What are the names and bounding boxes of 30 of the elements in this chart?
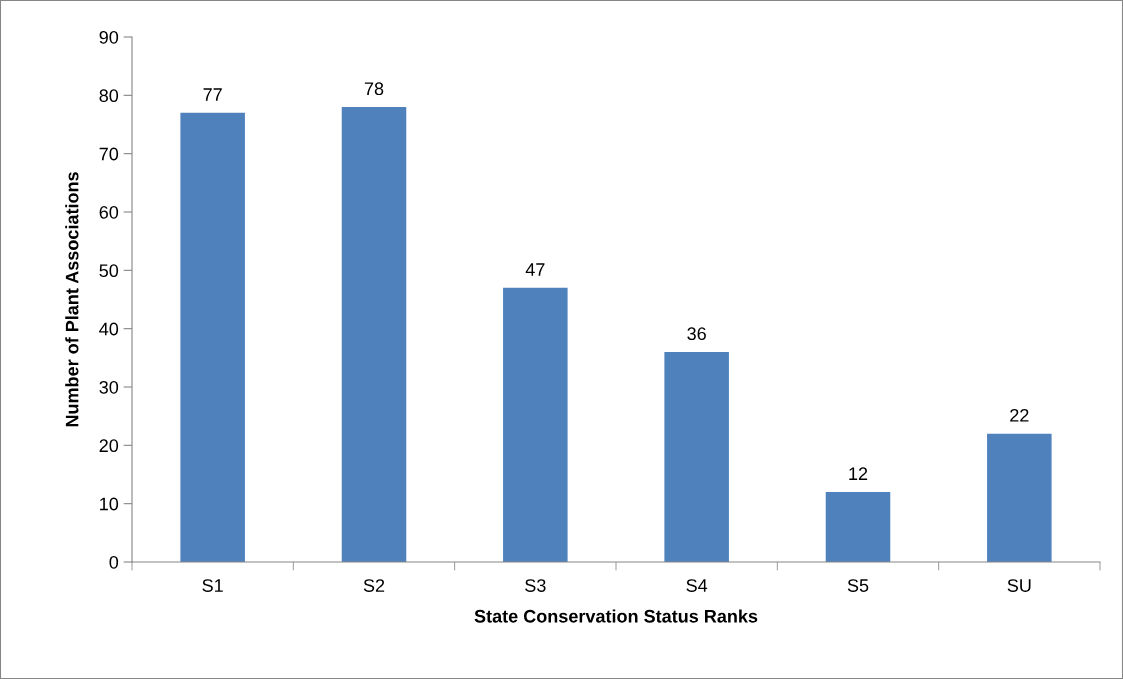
x-tick-label: SU [1007, 579, 1031, 592]
y-tick-label: 60 [99, 205, 119, 219]
x-axis-title: State Conservation Status Ranks [474, 609, 758, 623]
y-tick-label: 80 [99, 89, 119, 103]
y-axis-title: Number of Plant Associations [65, 172, 79, 427]
bar [503, 287, 568, 562]
data-label: 77 [203, 88, 222, 101]
x-tick-label: S3 [525, 579, 546, 592]
y-tick-label: 90 [99, 30, 119, 44]
y-tick-label: 70 [99, 147, 119, 161]
y-tick-label: 10 [100, 497, 119, 511]
bar [987, 433, 1052, 562]
data-label: 78 [364, 82, 384, 96]
data-label: 36 [687, 327, 706, 341]
x-tick-label: S4 [686, 579, 708, 592]
data-label: 47 [525, 263, 545, 276]
x-tick-label: S5 [847, 579, 869, 592]
bar [664, 352, 729, 562]
bar [180, 112, 245, 562]
x-tick-label: S1 [202, 579, 223, 592]
bar [341, 107, 407, 562]
x-tick-label: S2 [363, 579, 385, 592]
y-tick-label: 30 [99, 380, 119, 394]
y-tick-label: 20 [99, 439, 119, 453]
y-tick-label: 40 [99, 322, 119, 336]
y-tick-label: 50 [99, 264, 119, 278]
bar [825, 492, 891, 562]
y-tick-label: 0 [109, 555, 119, 569]
data-label: 22 [1010, 408, 1029, 422]
data-label: 12 [849, 467, 868, 480]
